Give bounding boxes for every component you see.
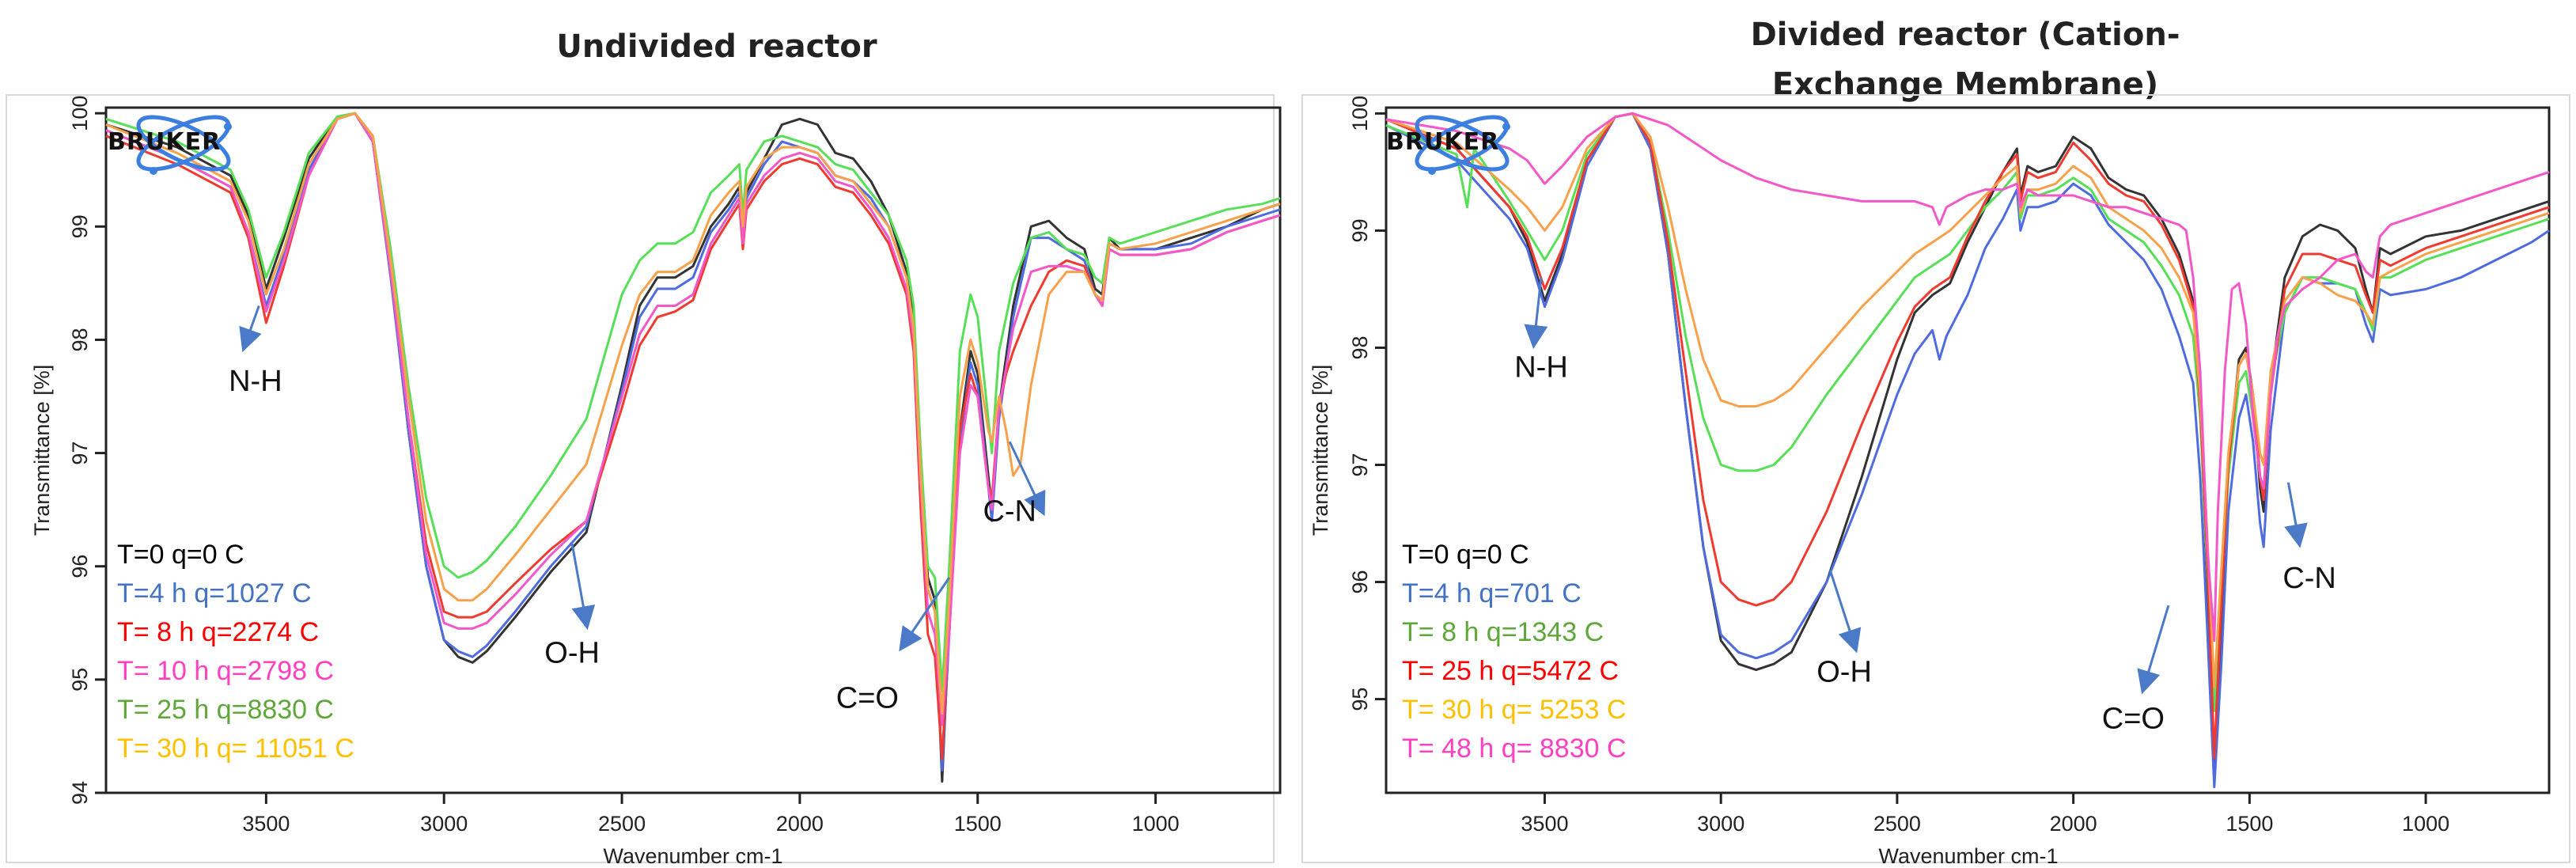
logo-orbit-2 <box>136 115 231 172</box>
y-axis-ticks: 94 95 96 97 98 99 100 <box>68 96 106 805</box>
legend-entry: T=0 q=0 C <box>1402 540 1529 570</box>
x-tick-label: 2000 <box>776 812 824 836</box>
x-tick-label: 2500 <box>598 812 646 836</box>
x-tick-label: 1000 <box>1132 812 1180 836</box>
plot-area-border <box>1385 106 2551 794</box>
outer-frame <box>1301 94 2570 863</box>
y-axis-label: Transmittance [%] <box>1309 365 1332 536</box>
legend-entry: T= 25 h q=8830 C <box>117 695 334 725</box>
x-tick-label: 3500 <box>1521 812 1568 836</box>
logo-text: BRUKER <box>1386 128 1499 156</box>
y-tick-label: 97 <box>68 442 92 465</box>
legend-entry: T= 30 h q= 5253 C <box>1402 695 1627 725</box>
x-axis-ticks: 3500 3000 2500 2000 1500 1000 <box>1521 793 2449 836</box>
legend-entry: T=4 h q=1027 C <box>117 578 312 608</box>
chart-title-line-2: Exchange Membrane) <box>1772 66 2158 103</box>
divided-reactor-panel: Divided reactor (Cation- Exchange Membra… <box>1301 17 2570 868</box>
y-tick-label: 95 <box>1348 688 1372 711</box>
annotations: N-H O-H C=O C-N <box>1514 277 2336 736</box>
chart-title: Undivided reactor <box>556 28 877 65</box>
bruker-logo: BRUKER <box>108 115 232 175</box>
annotation-label: N-H <box>229 365 282 398</box>
y-tick-label: 97 <box>1348 453 1372 476</box>
spectrum-line-3 <box>1385 112 2550 760</box>
annotation-label: C-N <box>2282 562 2336 595</box>
annotation-arrow <box>239 305 262 353</box>
logo-text: BRUKER <box>108 128 221 156</box>
spectra-lines <box>105 112 1281 783</box>
legend: T=0 q=0 C T=4 h q=1027 C T= 8 h q=2274 C T=… <box>117 540 354 764</box>
spectrum-line-3 <box>105 112 1281 726</box>
annotations: N-H O-H C=O C-N <box>229 305 1046 715</box>
y-tick-label: 99 <box>1348 218 1372 242</box>
legend-entry: T= 8 h q=1343 C <box>1402 617 1604 647</box>
spectrum-line-4 <box>1385 112 2550 689</box>
x-tick-label: 1500 <box>2226 812 2273 836</box>
annotation-label: O-H <box>1816 655 1872 688</box>
annotation-arrow <box>899 577 951 652</box>
legend-entry: T= 48 h q= 8830 C <box>1402 733 1627 764</box>
x-tick-label: 3000 <box>1697 812 1744 836</box>
logo-dot <box>150 167 157 175</box>
logo-dot <box>1502 123 1510 131</box>
annotation-arrow <box>570 543 596 631</box>
x-axis-label: Wavenumber cm-1 <box>1878 844 2058 868</box>
legend-entry: T= 25 h q=5472 C <box>1402 656 1619 686</box>
y-axis-ticks: 95 96 97 98 99 100 <box>1348 96 1386 711</box>
logo-dot <box>1428 167 1436 175</box>
legend-entry: T=0 q=0 C <box>117 540 244 570</box>
annotation-label: N-H <box>1514 351 1568 384</box>
y-tick-label: 100 <box>68 96 92 131</box>
y-tick-label: 100 <box>1348 96 1372 131</box>
annotation-arrow <box>1828 570 1862 654</box>
logo-orbit-1 <box>1415 115 1510 172</box>
annotation-arrow <box>1524 277 1548 350</box>
outer-frame <box>6 94 1275 863</box>
annotation-arrow <box>1008 441 1046 517</box>
spectra-lines <box>1385 112 2550 789</box>
undivided-reactor-panel: Undivided reactor 3500 3000 2500 2000 1500 10… <box>6 28 1282 868</box>
annotation-arrow <box>2284 482 2308 548</box>
logo-orbit-2 <box>1415 115 1510 172</box>
annotation-arrow <box>2137 605 2170 695</box>
bruker-logo: BRUKER <box>1386 115 1510 175</box>
y-axis-label: Transmittance [%] <box>30 365 54 536</box>
y-tick-label: 96 <box>1348 570 1372 594</box>
x-tick-label: 1500 <box>954 812 1002 836</box>
legend-entry: T= 8 h q=2274 C <box>117 617 319 647</box>
x-axis-ticks: 3500 3000 2500 2000 1500 1000 <box>242 793 1180 836</box>
y-tick-label: 98 <box>68 328 92 351</box>
logo-orbit-1 <box>136 115 231 172</box>
annotation-label: C=O <box>2102 703 2165 736</box>
legend: T=0 q=0 C T=4 h q=701 C T= 8 h q=1343 C T= … <box>1402 540 1627 764</box>
y-tick-label: 99 <box>68 214 92 238</box>
spectrum-line-5 <box>1385 112 2550 642</box>
y-tick-label: 96 <box>68 555 92 578</box>
annotation-label: O-H <box>544 636 600 669</box>
x-tick-label: 2500 <box>1873 812 1921 836</box>
legend-entry: T= 10 h q=2798 C <box>117 656 334 686</box>
x-tick-label: 1000 <box>2402 812 2449 836</box>
y-tick-label: 98 <box>1348 335 1372 359</box>
spectrum-line-1 <box>1385 112 2550 789</box>
spectrum-line-4 <box>105 112 1281 692</box>
x-tick-label: 3500 <box>242 812 290 836</box>
x-tick-label: 3000 <box>420 812 468 836</box>
annotation-label: C-N <box>983 495 1036 528</box>
legend-entry: T=4 h q=701 C <box>1402 578 1582 608</box>
chart-title-line-1: Divided reactor (Cation- <box>1751 17 2180 53</box>
x-axis-label: Wavenumber cm-1 <box>603 844 782 868</box>
plot-area-border <box>104 106 1282 794</box>
annotation-label: C=O <box>836 682 899 715</box>
spectrum-line-5 <box>105 112 1281 715</box>
y-tick-label: 95 <box>68 668 92 692</box>
logo-dot <box>224 123 232 131</box>
y-tick-label: 94 <box>68 781 92 805</box>
legend-entry: T= 30 h q= 11051 C <box>117 733 354 764</box>
x-tick-label: 2000 <box>2050 812 2097 836</box>
